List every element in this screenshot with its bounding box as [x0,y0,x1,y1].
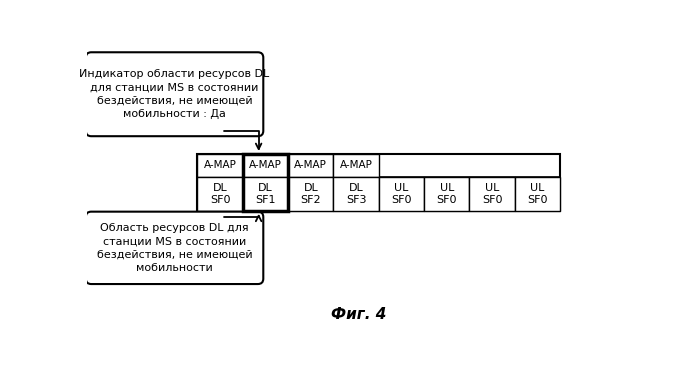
FancyBboxPatch shape [86,52,264,136]
Bar [333,154,379,177]
Text: UL
SF0: UL SF0 [437,183,457,205]
Text: UL
SF0: UL SF0 [391,183,412,205]
Text: UL
SF0: UL SF0 [527,183,548,205]
Bar [197,154,243,177]
Text: A-MAP: A-MAP [294,161,327,170]
Text: A-MAP: A-MAP [340,161,373,170]
Bar [379,177,424,211]
Text: DL
SF2: DL SF2 [301,183,321,205]
Text: UL
SF0: UL SF0 [482,183,503,205]
Bar [243,177,288,211]
Bar [243,154,288,211]
Bar [197,177,243,211]
Text: DL
SF0: DL SF0 [210,183,231,205]
Text: Область ресурсов DL для
станции MS в состоянии
бездействия, не имеющей
мобильнос: Область ресурсов DL для станции MS в сос… [96,223,252,273]
Bar [243,154,288,177]
Bar [424,177,470,211]
Bar [288,154,333,177]
Text: Индикатор области ресурсов DL
для станции MS в состоянии
бездействия, не имеющей: Индикатор области ресурсов DL для станци… [80,69,270,119]
Text: Фиг. 4: Фиг. 4 [331,307,386,322]
Text: DL
SF3: DL SF3 [346,183,366,205]
Bar [333,177,379,211]
Bar [470,177,514,211]
Bar [288,177,333,211]
Bar [197,154,560,211]
Text: A-MAP: A-MAP [249,161,282,170]
Bar [514,177,560,211]
Text: A-MAP: A-MAP [203,161,236,170]
Text: DL
SF1: DL SF1 [255,183,275,205]
FancyBboxPatch shape [86,212,264,284]
